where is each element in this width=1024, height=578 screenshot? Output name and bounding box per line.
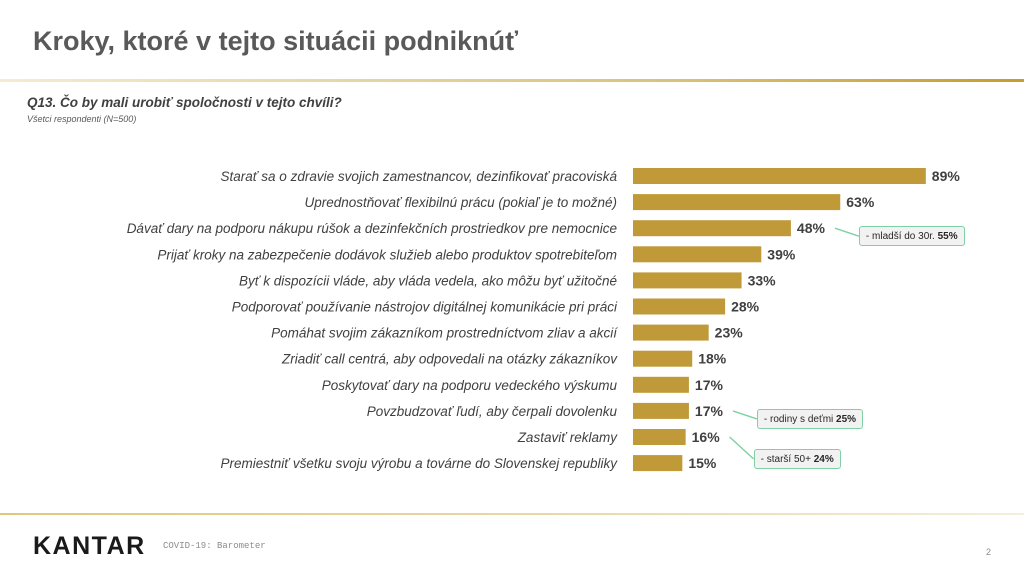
category-label: Byť k dispozícii vláde, aby vláda vedela… [239,273,617,288]
footer-divider [0,513,1024,515]
value-label: 63% [846,194,875,210]
bar [633,298,726,315]
callout-label: - mladší do 30r. [865,231,938,243]
callout-connector [834,227,860,237]
page-number: 2 [985,547,991,557]
category-label: Poskytovať dary na podporu vedeckého výs… [322,378,618,393]
bar [633,350,693,367]
value-label: 17% [695,377,724,393]
title-divider [0,79,1024,82]
category-label: Premiestniť všetku svoju výrobu a továrn… [221,456,619,471]
callout: - mladší do 30r. 55% [858,226,965,247]
bar [633,429,686,445]
bar [633,402,689,419]
category-label: Povzbudzovať ľudí, aby čerpali dovolenku [367,404,618,419]
value-label: 15% [688,455,717,471]
callout: - starší 50+ 24% [753,449,841,469]
bar [633,246,762,263]
respondent-base: Všetci respondenti (N=500) [27,114,137,124]
callout-value: 55% [937,231,958,243]
callout-label: - starší 50+ [760,454,814,465]
value-label: 16% [692,429,721,445]
category-label: Dávať dary na podporu nákupu rúšok a dez… [127,221,617,236]
bar [633,455,683,472]
value-label: 17% [695,403,724,419]
value-label: 48% [797,220,826,236]
bar [633,220,791,237]
bar [633,324,709,341]
callout: - rodiny s deťmi 25% [756,408,864,429]
kantar-logo: KANTAR [33,532,146,560]
category-label: Pomáhat svojim zákazníkom prostredníctvo… [271,326,618,341]
bar [633,376,689,393]
value-label: 33% [748,272,777,288]
callout-connector [729,436,755,460]
value-label: 18% [698,351,727,367]
value-label: 39% [767,246,796,262]
category-label: Zriadiť call centrá, aby odpovedali na o… [281,352,618,367]
category-label: Podporovať používanie nástrojov digitáln… [232,300,618,315]
bar [633,272,742,289]
slide-title: Kroky, ktoré v tejto situácii podniknúť [33,26,519,56]
value-label: 23% [715,325,744,341]
footer-caption: COVID-19: Barometer [163,541,266,551]
value-label: 28% [731,299,760,315]
value-label: 89% [932,168,961,184]
callout-label: - rodiny s deťmi [763,413,837,425]
category-label: Starať sa o zdravie svojich zamestnancov… [221,169,618,184]
category-label: Uprednostňovať flexibilnú prácu (pokiaľ … [305,195,618,210]
category-label: Zastaviť reklamy [517,430,619,445]
question-text: Q13. Čo by mali urobiť spoločnosti v tej… [27,95,342,110]
callout-value: 24% [813,454,834,465]
callout-connector [732,410,758,420]
category-label: Prijať kroky na zabezpečenie dodávok slu… [157,247,617,262]
bar [633,194,841,211]
callout-value: 25% [836,413,857,425]
bar-chart: Starať sa o zdravie svojich zamestnancov… [127,168,961,472]
bar [633,168,926,184]
